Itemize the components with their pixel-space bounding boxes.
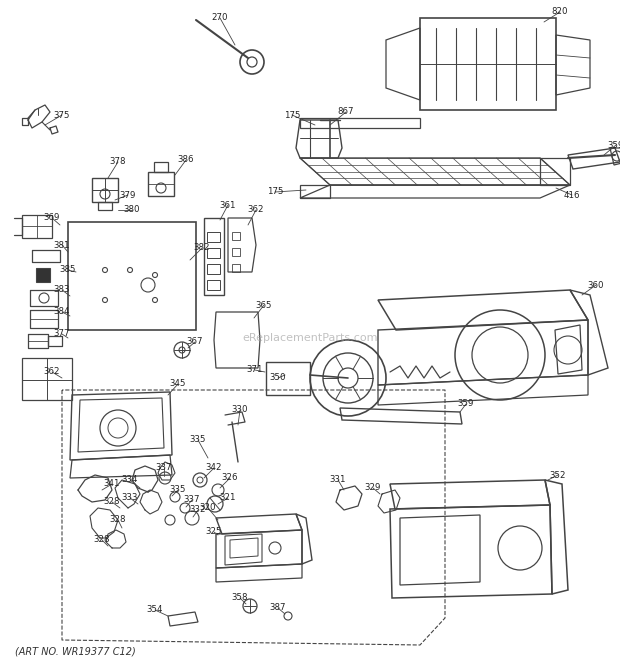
Text: 337: 337: [156, 463, 172, 473]
Text: 175: 175: [267, 188, 283, 196]
Text: 362: 362: [44, 368, 60, 377]
Text: 380: 380: [124, 206, 140, 215]
Text: 335: 335: [190, 436, 206, 444]
Text: 367: 367: [187, 338, 203, 346]
Text: 175: 175: [284, 110, 300, 120]
Text: 328: 328: [104, 498, 120, 506]
Text: 820: 820: [552, 7, 569, 17]
Bar: [36, 268, 50, 282]
Text: 354: 354: [147, 605, 163, 615]
Text: 329: 329: [365, 483, 381, 492]
Text: 416: 416: [564, 190, 580, 200]
Text: 383: 383: [54, 286, 70, 295]
Text: 387: 387: [270, 603, 286, 613]
Text: 321: 321: [219, 494, 236, 502]
Text: 334: 334: [122, 475, 138, 485]
Text: 270: 270: [212, 13, 228, 22]
Text: 362: 362: [248, 206, 264, 215]
Text: 378: 378: [110, 157, 126, 167]
Text: 333: 333: [122, 494, 138, 502]
Bar: [207, 248, 220, 258]
Text: (ART NO. WR19377 C12): (ART NO. WR19377 C12): [15, 647, 136, 657]
Bar: [232, 248, 240, 256]
Bar: [232, 264, 240, 272]
Text: 335: 335: [170, 485, 186, 494]
Text: eReplacementParts.com: eReplacementParts.com: [242, 333, 378, 343]
Text: 328: 328: [110, 516, 126, 524]
Text: 360: 360: [588, 280, 604, 290]
Bar: [207, 264, 220, 274]
Text: 365: 365: [255, 301, 272, 309]
Bar: [207, 280, 220, 290]
Text: 330: 330: [232, 405, 248, 414]
Text: 350: 350: [270, 373, 286, 383]
Text: 375: 375: [54, 110, 70, 120]
Text: 320: 320: [200, 504, 216, 512]
Text: 358: 358: [232, 594, 248, 602]
Text: 352: 352: [550, 471, 566, 479]
Text: 359: 359: [608, 141, 620, 149]
Text: 359: 359: [458, 399, 474, 408]
Text: 371: 371: [247, 366, 264, 375]
Bar: [232, 232, 240, 240]
Text: 377: 377: [54, 329, 70, 338]
Text: 369: 369: [44, 214, 60, 223]
Text: 361: 361: [219, 200, 236, 210]
Text: 345: 345: [170, 379, 186, 389]
Text: 379: 379: [120, 190, 136, 200]
Text: 382: 382: [193, 243, 210, 253]
Text: 341: 341: [104, 479, 120, 488]
Text: 337: 337: [184, 496, 200, 504]
Text: 867: 867: [338, 108, 354, 116]
Text: 328: 328: [94, 535, 110, 545]
Text: 326: 326: [222, 473, 238, 483]
Text: 384: 384: [54, 307, 70, 317]
Text: 342: 342: [206, 463, 222, 473]
Text: 332: 332: [190, 506, 206, 514]
Text: 325: 325: [206, 527, 222, 537]
Text: 381: 381: [54, 241, 70, 249]
Bar: [207, 232, 220, 242]
Text: 385: 385: [60, 266, 76, 274]
Text: 331: 331: [330, 475, 346, 485]
Text: 386: 386: [178, 155, 194, 165]
